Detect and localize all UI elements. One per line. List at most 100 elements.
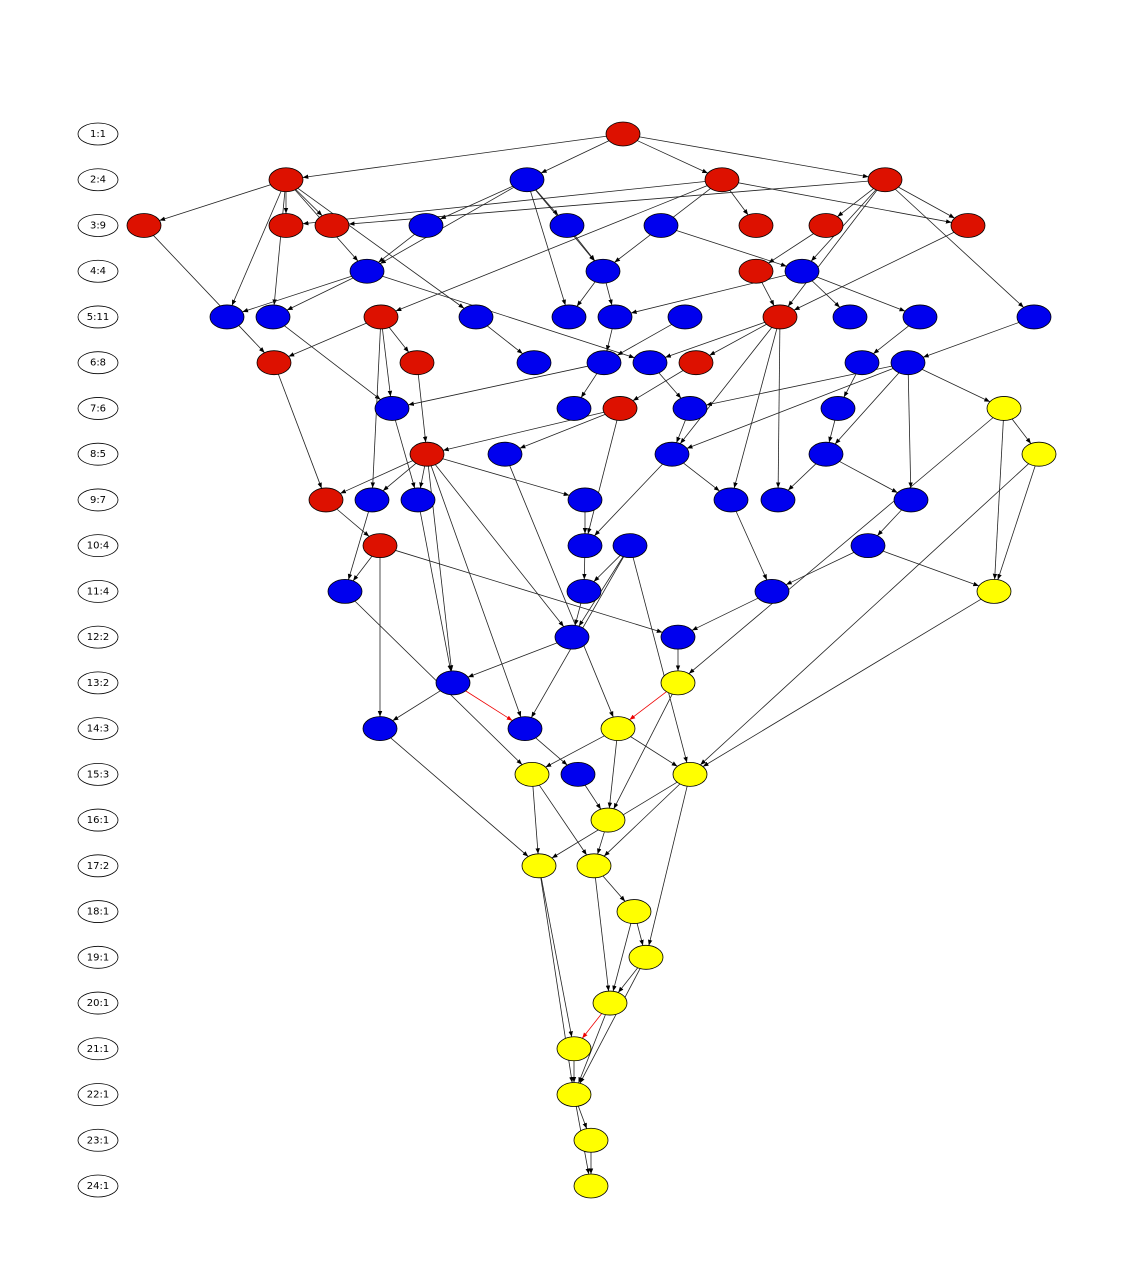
node xyxy=(678,350,714,376)
edge xyxy=(347,511,369,580)
node xyxy=(867,167,903,193)
rank-oval xyxy=(77,488,119,512)
edge xyxy=(811,280,841,308)
rank-oval xyxy=(77,122,119,146)
rank-label: 15:3 xyxy=(87,769,109,780)
node xyxy=(643,213,679,238)
rank-oval xyxy=(77,900,119,923)
node xyxy=(597,304,633,330)
node xyxy=(573,1173,609,1199)
rank-oval xyxy=(77,305,119,329)
rank-oval xyxy=(77,168,119,192)
edge xyxy=(691,597,759,631)
node xyxy=(566,578,602,604)
rank-oval xyxy=(77,625,119,649)
rank-oval xyxy=(77,397,119,420)
node xyxy=(592,990,628,1016)
node xyxy=(672,761,708,787)
rank-oval xyxy=(77,717,119,741)
node xyxy=(660,624,696,650)
rank-oval xyxy=(77,1083,119,1106)
edge xyxy=(419,465,426,489)
node xyxy=(362,716,398,742)
rank-label: 2:4 xyxy=(90,175,106,186)
edge xyxy=(787,190,878,307)
edge xyxy=(574,603,582,626)
rank-oval xyxy=(77,534,119,558)
edge xyxy=(768,233,814,264)
edge xyxy=(382,463,417,492)
node xyxy=(314,213,350,238)
rank-label: 11:4 xyxy=(87,586,109,597)
edge xyxy=(738,182,952,224)
edge xyxy=(576,281,596,307)
rank-label: 17:2 xyxy=(87,861,109,872)
edge xyxy=(467,642,558,678)
edge xyxy=(613,693,673,809)
edge xyxy=(688,417,994,674)
node xyxy=(713,487,749,513)
edge xyxy=(612,923,632,992)
edge xyxy=(288,322,367,357)
node xyxy=(832,304,868,330)
rank-oval xyxy=(77,1037,119,1061)
edge xyxy=(465,690,513,721)
node xyxy=(554,624,590,650)
edge xyxy=(632,370,684,401)
edge xyxy=(390,737,529,857)
node xyxy=(893,487,929,513)
node xyxy=(890,350,926,376)
node xyxy=(738,258,774,284)
node xyxy=(654,441,690,467)
node xyxy=(255,304,291,330)
edge xyxy=(735,511,768,581)
edge xyxy=(997,465,1036,580)
rank-label: 8:5 xyxy=(90,449,106,460)
node xyxy=(667,304,703,330)
edge xyxy=(532,786,540,854)
edge xyxy=(579,968,641,1084)
edge xyxy=(686,368,894,449)
node xyxy=(362,533,398,559)
edge xyxy=(898,186,955,219)
edge xyxy=(761,282,775,306)
node xyxy=(556,1082,592,1107)
node xyxy=(551,304,587,330)
node xyxy=(408,213,444,238)
edge xyxy=(442,458,570,496)
rank-label: 3:9 xyxy=(90,220,106,231)
rank-oval xyxy=(77,762,119,786)
rank-label: 12:2 xyxy=(87,632,109,643)
node xyxy=(616,899,652,924)
edge xyxy=(159,184,271,221)
node xyxy=(754,578,790,604)
edge xyxy=(580,373,598,398)
edge xyxy=(729,190,749,216)
node xyxy=(902,304,938,330)
edge xyxy=(676,230,787,267)
node xyxy=(632,350,668,376)
node xyxy=(602,396,638,421)
edge xyxy=(775,328,781,488)
edge xyxy=(895,188,1024,308)
edge xyxy=(617,967,639,993)
edge xyxy=(907,374,913,488)
edge xyxy=(617,324,672,356)
node xyxy=(660,670,696,696)
node xyxy=(374,396,410,421)
edge xyxy=(417,374,428,443)
edge xyxy=(242,275,352,313)
edge xyxy=(637,140,708,174)
edge xyxy=(602,875,626,902)
rank-label: 20:1 xyxy=(87,998,109,1009)
rank-label: 13:2 xyxy=(87,678,109,689)
edge xyxy=(632,557,688,763)
node xyxy=(1021,441,1057,467)
edge xyxy=(434,464,565,627)
edges xyxy=(153,135,1036,1175)
edge xyxy=(545,735,605,768)
edge xyxy=(658,372,682,399)
node xyxy=(409,441,445,467)
edge xyxy=(665,321,765,358)
edge xyxy=(607,740,618,809)
